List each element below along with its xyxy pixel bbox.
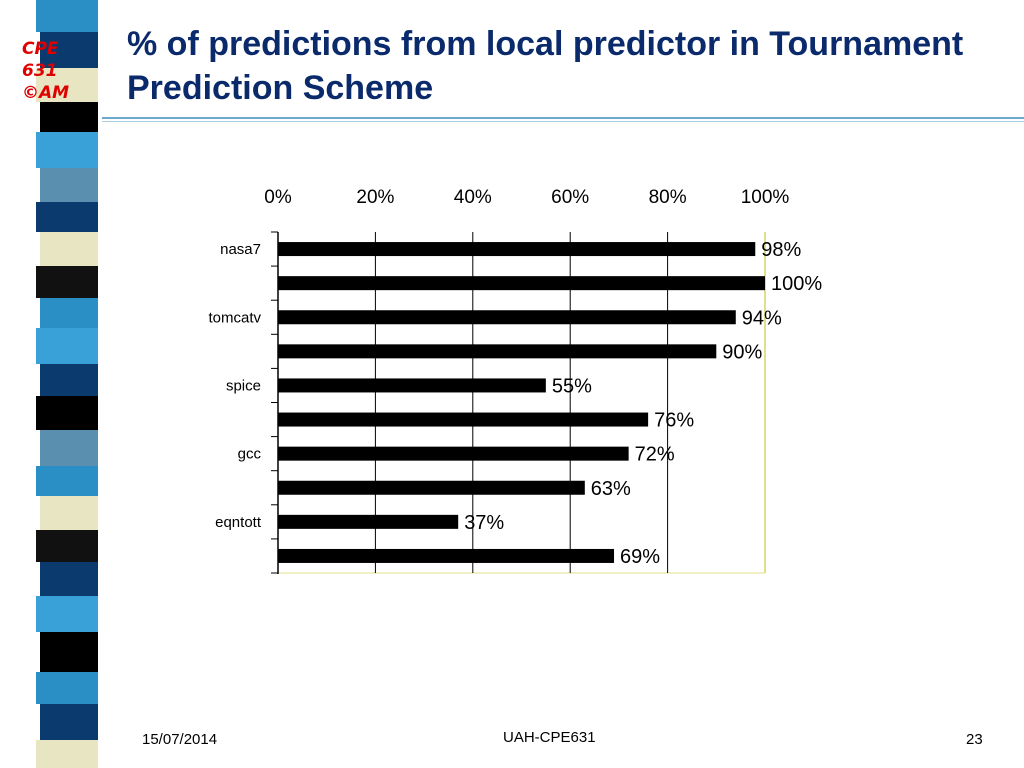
- footer-center-text: UAH-CPE631: [503, 729, 596, 746]
- value-label: 94%: [742, 307, 782, 329]
- value-label: 100%: [771, 273, 822, 295]
- stripe-segment: [40, 232, 98, 266]
- page-number: 23: [966, 731, 983, 748]
- slide-title: % of predictions from local predictor in…: [127, 25, 964, 107]
- category-label: nasa7: [220, 241, 261, 258]
- stripe-segment: [36, 466, 98, 496]
- bar: [278, 276, 765, 291]
- stripe-segment: [40, 632, 98, 672]
- bar: [278, 548, 615, 563]
- x-tick-label: 40%: [454, 187, 492, 208]
- stripe-segment: [40, 168, 98, 202]
- stripe-segment: [40, 32, 98, 68]
- value-label: 98%: [761, 239, 801, 261]
- logo-line-1: CPE: [22, 39, 59, 59]
- bar: [278, 344, 717, 359]
- bar: [278, 480, 585, 495]
- decorative-stripe-bar: [0, 0, 118, 768]
- bar: [278, 514, 459, 529]
- category-label: eqntott: [215, 514, 262, 531]
- stripe-segment: [36, 68, 98, 102]
- stripe-segment: [40, 102, 98, 132]
- bar: [278, 412, 649, 427]
- stripe-segment: [36, 132, 98, 168]
- stripe-segment: [36, 202, 98, 232]
- stripe-segment: [36, 596, 98, 632]
- footer-date: 15/07/2014: [142, 731, 218, 748]
- value-label: 90%: [722, 341, 762, 363]
- stripe-segment: [36, 266, 98, 298]
- value-label: 76%: [654, 410, 694, 432]
- title-divider: [102, 117, 1024, 119]
- x-tick-label: 100%: [741, 187, 790, 208]
- stripe-segment: [40, 562, 98, 596]
- stripe-segment: [40, 364, 98, 396]
- category-label: gcc: [238, 446, 262, 463]
- stripe-segment: [40, 298, 98, 328]
- stripe-segment: [36, 740, 98, 768]
- stripe-segment: [40, 430, 98, 466]
- value-label: 69%: [620, 546, 660, 568]
- title-divider-thin: [102, 121, 1024, 122]
- logo-line-2: 631: [22, 61, 58, 81]
- x-tick-label: 0%: [264, 187, 292, 208]
- x-tick-label: 60%: [551, 187, 589, 208]
- bar: [278, 446, 629, 461]
- x-tick-label: 80%: [649, 187, 687, 208]
- value-label: 37%: [464, 512, 504, 534]
- bar: [278, 242, 756, 257]
- stripe-segment: [36, 328, 98, 364]
- value-label: 72%: [635, 444, 675, 466]
- category-label: spice: [226, 377, 261, 394]
- stripe-segment: [40, 496, 98, 530]
- value-label: 63%: [591, 478, 631, 500]
- bar: [278, 310, 736, 325]
- category-label: tomcatv: [208, 309, 261, 326]
- stripe-segment: [36, 672, 98, 704]
- stripe-segment: [36, 530, 98, 562]
- stripe-segment: [36, 396, 98, 430]
- stripe-segment: [40, 704, 98, 740]
- bar: [278, 378, 546, 393]
- x-tick-label: 20%: [356, 187, 394, 208]
- stripe-segment: [36, 0, 98, 32]
- value-label: 55%: [552, 375, 592, 397]
- logo-line-3: ©AM: [22, 83, 70, 103]
